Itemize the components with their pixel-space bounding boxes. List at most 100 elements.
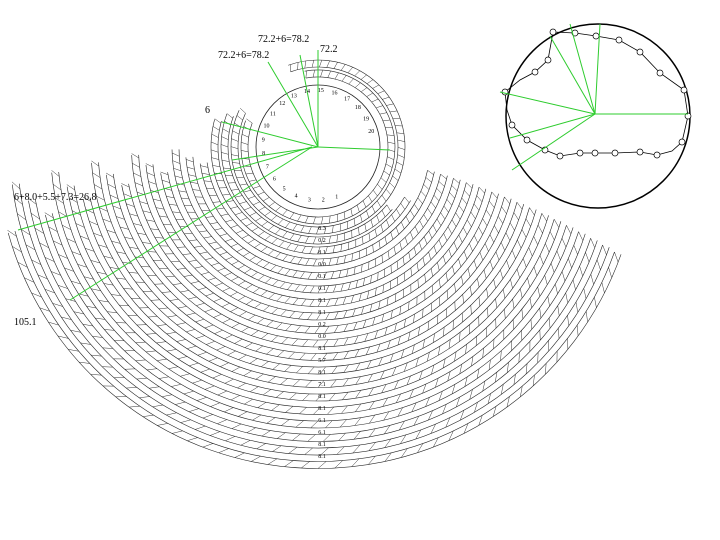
ring-tick: [553, 219, 560, 228]
ring-tick: [363, 277, 365, 286]
ring-number: 11: [270, 111, 276, 117]
ring-tick: [330, 379, 337, 388]
ring-tick: [368, 428, 376, 438]
ring-tick: [295, 420, 304, 428]
column-number: 0.1: [318, 286, 326, 292]
ring-tick: [336, 446, 345, 455]
ring-tick: [310, 420, 319, 429]
ring-tick: [403, 362, 408, 372]
ring-tick: [382, 397, 388, 407]
ring-tick: [196, 397, 207, 401]
ring-tick: [381, 254, 383, 263]
ring-tick: [231, 423, 242, 429]
ring-number: 18: [355, 105, 361, 111]
ring-tick: [478, 186, 485, 194]
node: [678, 138, 686, 146]
ring-tick: [382, 96, 390, 100]
ring-tick: [317, 461, 327, 469]
ring-tick: [188, 408, 199, 412]
ring-tick: [277, 350, 285, 357]
ring-tick: [442, 404, 447, 414]
ring-tick: [485, 209, 492, 218]
ring-tick: [188, 239, 198, 242]
ring-tick: [487, 393, 491, 404]
ring-tick: [324, 226, 327, 234]
ring-tick: [378, 357, 383, 366]
ring-tick: [236, 115, 243, 121]
ring-number: 6: [273, 176, 276, 182]
ring-tick: [351, 253, 353, 262]
ring-tick: [256, 443, 266, 450]
ring-tick: [44, 212, 54, 219]
ring-tick: [423, 236, 428, 245]
node: [611, 149, 619, 157]
ring-tick: [278, 240, 285, 247]
ring-tick: [394, 168, 402, 174]
ring-tick: [430, 201, 436, 209]
ring-tick: [231, 323, 240, 328]
ring-tick: [301, 461, 310, 469]
ring-tick: [500, 350, 502, 361]
ring-tick: [271, 215, 277, 221]
node: [636, 148, 644, 156]
ring: [35, 199, 591, 435]
ring-tick: [57, 335, 69, 339]
ring-tick: [146, 350, 156, 353]
ring-tick: [413, 247, 417, 256]
ring-tick: [438, 239, 443, 248]
ring-tick: [178, 190, 187, 193]
ring-number: 5: [283, 186, 286, 192]
ring-tick: [230, 146, 239, 149]
ring-tick: [495, 251, 500, 261]
ring-tick: [244, 342, 253, 348]
ring: [160, 173, 474, 307]
ring-tick: [186, 166, 195, 170]
ring-tick: [364, 223, 367, 232]
ring-tick: [423, 184, 430, 190]
ring: [185, 157, 448, 280]
ring-tick: [281, 337, 288, 344]
ring-tick: [225, 219, 233, 223]
ring-tick: [252, 201, 260, 206]
ring-tick: [48, 226, 58, 232]
ring-tick: [401, 448, 408, 458]
ring-tick: [294, 284, 300, 292]
ring-tick: [140, 266, 150, 268]
top-sum: 72.2+6=78.2: [258, 34, 309, 45]
ring-tick: [292, 433, 301, 441]
column-number: 0.0: [318, 334, 326, 340]
ring-tick: [433, 194, 440, 202]
ring-arcs: [7, 59, 622, 469]
ring-tick: [448, 249, 452, 258]
ring-tick: [96, 271, 107, 275]
ring-tick: [483, 269, 487, 279]
ring-tick: [376, 215, 380, 223]
ring-tick: [173, 168, 182, 172]
ring: [178, 149, 454, 287]
ring-tick: [521, 309, 524, 319]
ring-tick: [203, 180, 212, 182]
ring-tick: [305, 236, 309, 244]
column-number: 8.1: [318, 442, 326, 448]
ring-tick: [415, 357, 419, 367]
ring-tick: [383, 170, 390, 176]
ring-tick: [419, 220, 424, 228]
ring-tick: [324, 326, 330, 334]
ring-tick: [331, 366, 338, 374]
ring-tick: [185, 159, 194, 163]
ring-tick: [211, 157, 219, 160]
ring-tick: [241, 234, 249, 239]
ring-tick: [334, 311, 339, 320]
ring-tick: [416, 262, 419, 271]
ring-tick: [380, 177, 387, 183]
ring-tick: [436, 188, 443, 194]
ring-tick: [370, 219, 374, 228]
ring-tick: [252, 185, 261, 189]
ring-tick: [396, 208, 401, 216]
ring-tick: [405, 216, 410, 224]
ring-tick: [325, 312, 330, 320]
ring-tick: [252, 414, 262, 421]
ring-tick: [341, 75, 347, 82]
ring-tick: [448, 339, 451, 349]
ring-tick: [27, 197, 37, 205]
